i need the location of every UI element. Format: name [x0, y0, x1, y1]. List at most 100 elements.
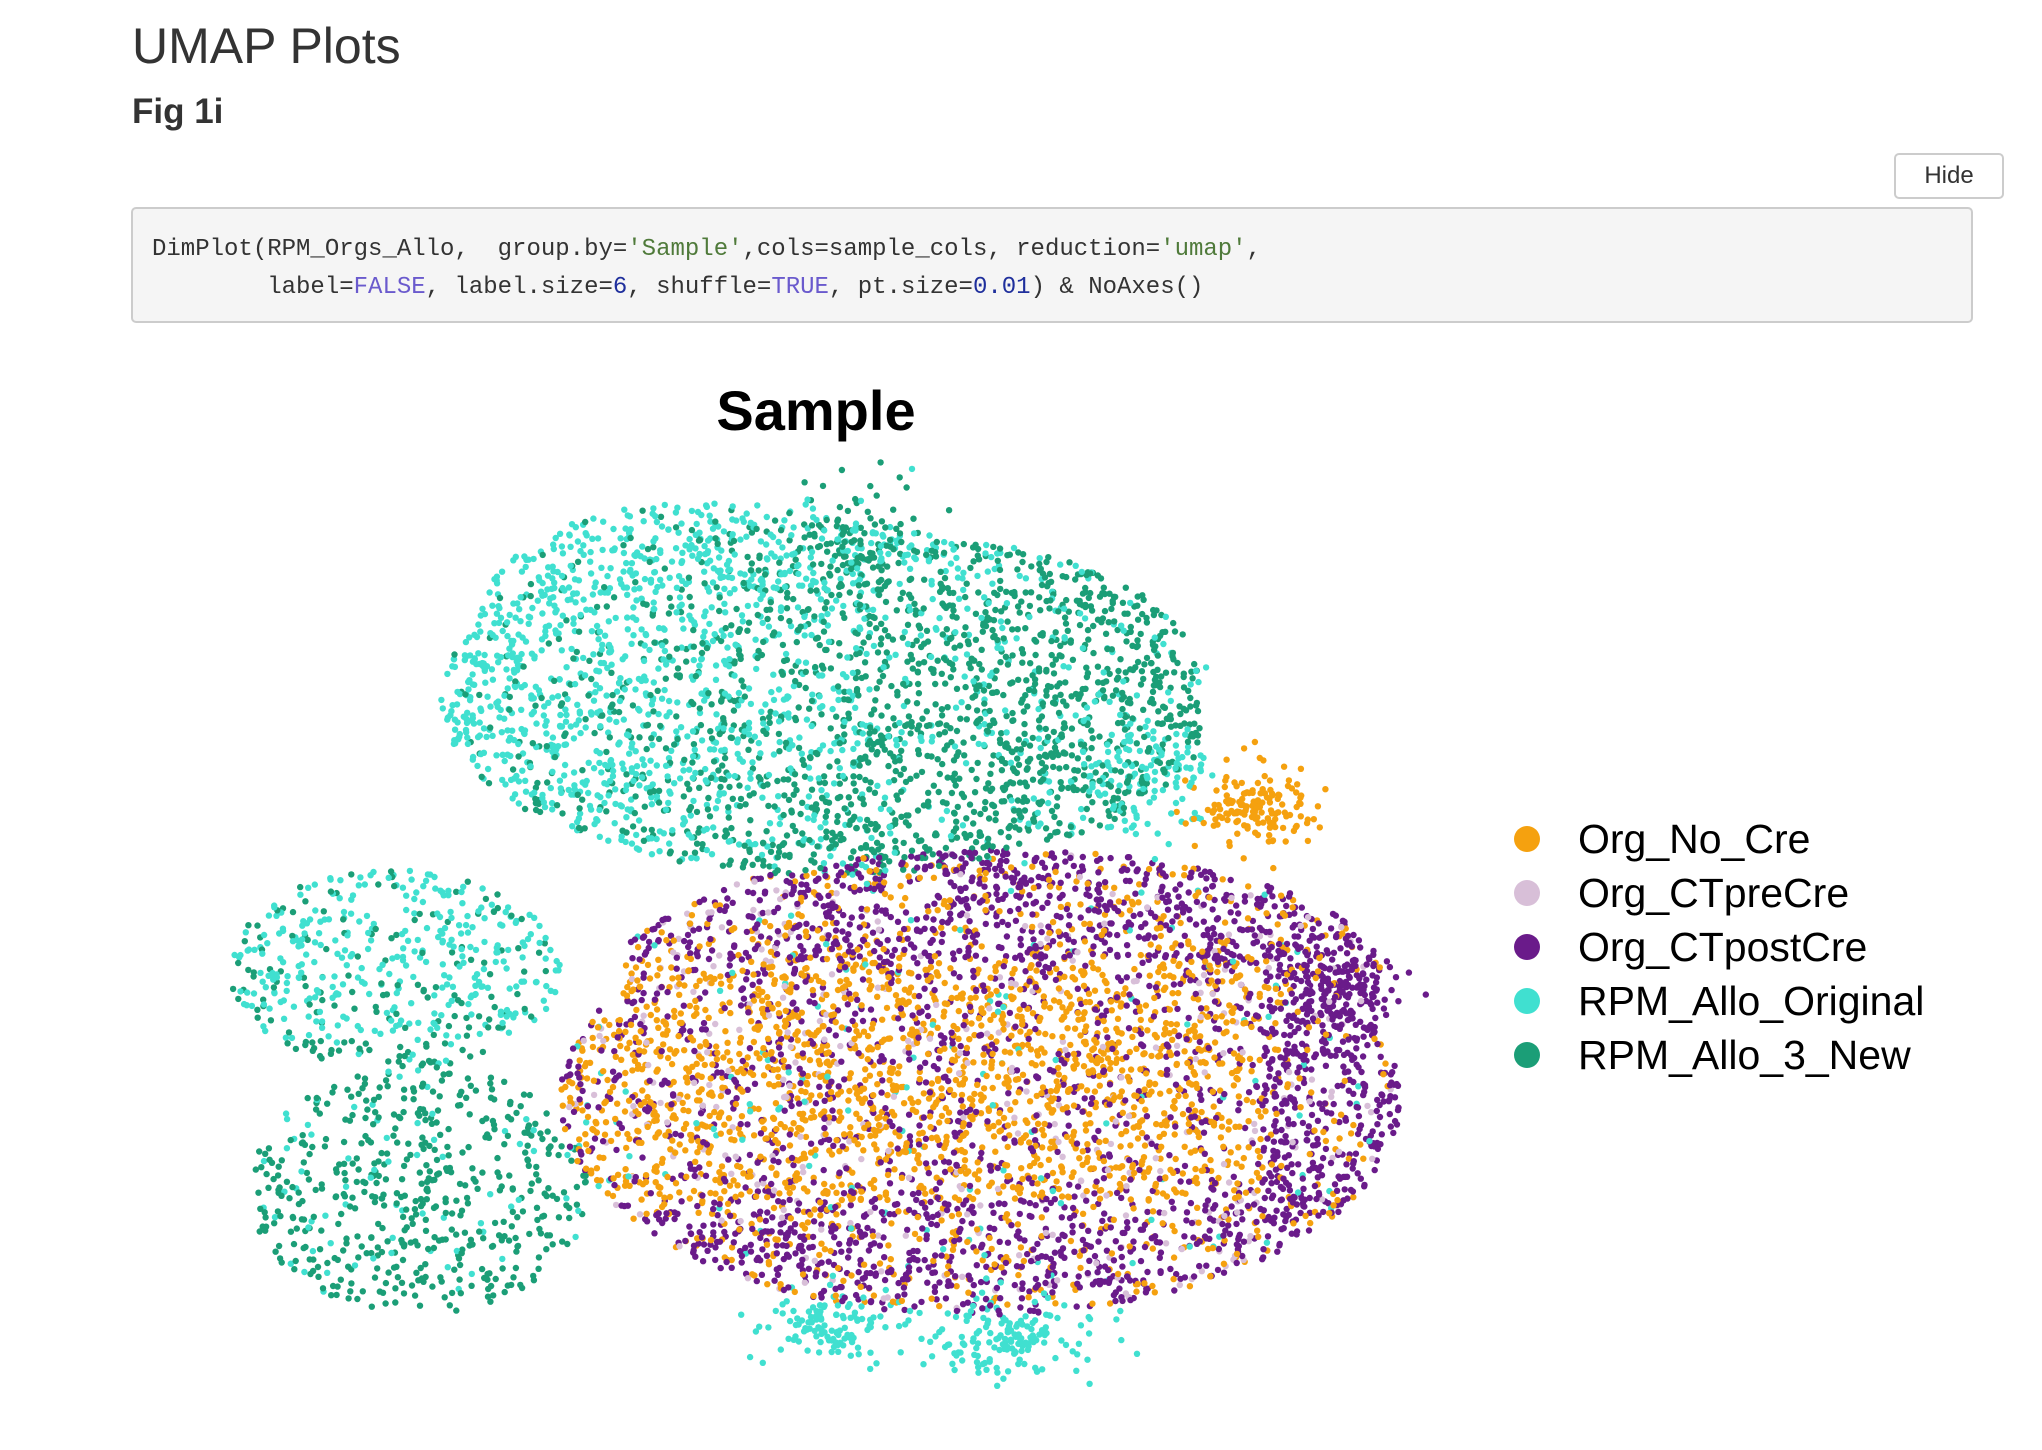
scatter-point [1056, 820, 1063, 827]
scatter-point [1014, 797, 1022, 804]
scatter-point [1111, 884, 1118, 891]
scatter-point [1002, 891, 1009, 899]
scatter-point [1137, 951, 1145, 959]
scatter-point [1281, 977, 1289, 984]
scatter-point [392, 1125, 399, 1132]
scatter-point [666, 840, 673, 847]
scatter-point [622, 1028, 629, 1036]
scatter-point [1279, 950, 1286, 957]
scatter-point [543, 982, 550, 990]
scatter-point [534, 597, 541, 604]
scatter-point [979, 1257, 986, 1264]
scatter-point [1357, 1175, 1365, 1182]
scatter-point [803, 932, 810, 940]
scatter-point [481, 959, 488, 966]
scatter-point [1119, 1109, 1127, 1117]
scatter-point [535, 949, 543, 956]
scatter-point [505, 946, 512, 954]
scatter-point [463, 1032, 471, 1039]
scatter-point [852, 704, 859, 711]
scatter-point [603, 603, 610, 610]
scatter-point [539, 592, 546, 599]
scatter-point [1144, 717, 1151, 724]
scatter-point [912, 607, 919, 614]
scatter-point [984, 1320, 991, 1327]
scatter-point [886, 536, 894, 544]
scatter-point [593, 603, 601, 611]
scatter-point [1191, 842, 1199, 850]
scatter-point [888, 682, 895, 690]
scatter-point [1272, 1020, 1279, 1027]
scatter-point [915, 722, 923, 729]
scatter-point [716, 607, 723, 615]
scatter-point [888, 1220, 895, 1227]
scatter-point [498, 568, 506, 575]
scatter-point [890, 506, 897, 513]
scatter-point [895, 977, 902, 985]
scatter-point [916, 1309, 923, 1317]
scatter-point [539, 1213, 546, 1220]
scatter-point [551, 1136, 558, 1143]
scatter-point [631, 1013, 639, 1021]
scatter-point [695, 925, 703, 932]
scatter-point [1243, 1096, 1251, 1104]
scatter-point [1080, 761, 1088, 768]
scatter-point [874, 1043, 881, 1051]
scatter-point [1160, 1031, 1168, 1038]
scatter-point [1210, 1205, 1217, 1212]
hide-code-button[interactable]: Hide [1894, 153, 2004, 199]
scatter-point [629, 823, 637, 830]
scatter-point [559, 1117, 567, 1124]
scatter-point [1260, 1144, 1268, 1152]
scatter-point [1085, 990, 1093, 997]
scatter-point [1026, 1307, 1034, 1314]
scatter-point [783, 1298, 790, 1305]
scatter-point [487, 703, 494, 710]
scatter-point [871, 1204, 879, 1211]
scatter-point [563, 1195, 570, 1202]
scatter-point [992, 606, 999, 614]
scatter-point [393, 931, 400, 939]
scatter-point [1266, 928, 1273, 935]
scatter-point [907, 941, 915, 948]
scatter-point [881, 1254, 888, 1261]
scatter-point [1074, 949, 1081, 956]
scatter-point [802, 1133, 810, 1141]
scatter-point [390, 1264, 398, 1271]
scatter-point [989, 580, 996, 587]
scatter-point [510, 1274, 517, 1281]
scatter-point [595, 1007, 603, 1014]
scatter-point [1082, 962, 1089, 969]
scatter-point [1046, 1004, 1054, 1012]
scatter-point [562, 718, 570, 725]
scatter-point [1317, 1009, 1324, 1017]
scatter-point [997, 829, 1004, 836]
scatter-point [1083, 1087, 1091, 1094]
scatter-point [1256, 990, 1264, 998]
scatter-point [1144, 1268, 1151, 1276]
scatter-point [871, 947, 878, 955]
scatter-point [1015, 1089, 1022, 1096]
scatter-point [945, 1077, 952, 1085]
scatter-point [1191, 809, 1199, 817]
scatter-point [524, 1129, 531, 1137]
scatter-point [508, 1223, 515, 1230]
scatter-point [363, 912, 371, 920]
scatter-point [1058, 1193, 1066, 1200]
scatter-point [721, 1188, 728, 1195]
scatter-point [1032, 1137, 1039, 1144]
scatter-point [1177, 1178, 1184, 1185]
scatter-point [536, 922, 543, 930]
scatter-point [1026, 1288, 1033, 1295]
code-token: ) & NoAxes() [1030, 274, 1204, 301]
scatter-point [305, 1031, 313, 1039]
scatter-point [832, 1339, 840, 1346]
scatter-point [881, 794, 889, 801]
scatter-point [984, 852, 991, 860]
scatter-point [446, 974, 453, 981]
scatter-point [1022, 901, 1029, 908]
scatter-point [974, 1159, 981, 1166]
scatter-point [720, 1054, 727, 1061]
scatter-point [385, 1158, 392, 1165]
scatter-point [362, 1040, 369, 1047]
